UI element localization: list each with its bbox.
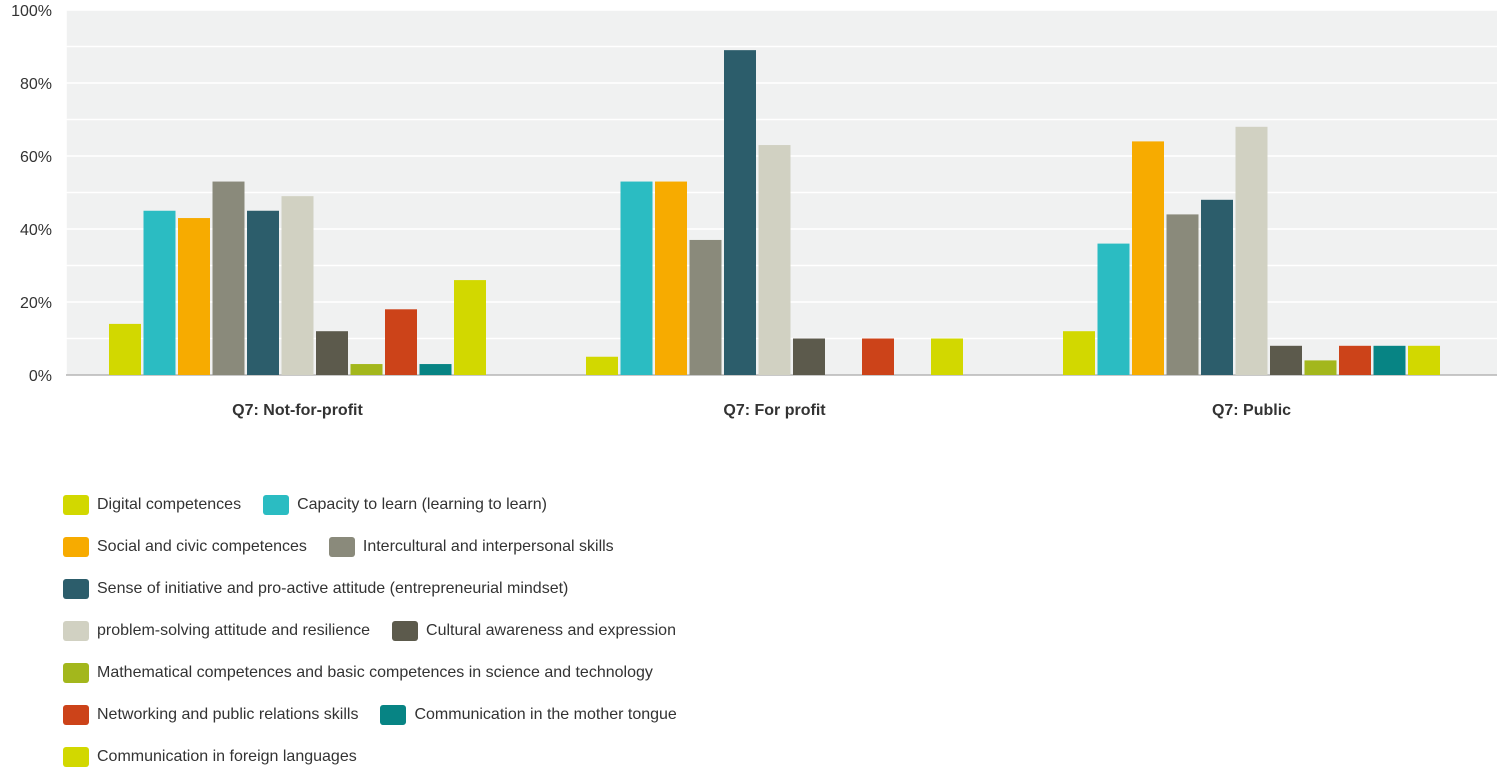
legend-swatch [63,537,89,557]
legend-item: Intercultural and interpersonal skills [328,537,614,557]
legend-label: Mathematical competences and basic compe… [97,664,653,681]
legend-item: Communication in the mother tongue [380,705,677,725]
legend-item: problem-solving attitude and resilience [63,621,370,641]
legend-row: Networking and public relations skills Co… [63,694,699,736]
legend-item: Capacity to learn (learning to learn) [263,495,547,515]
legend-swatch [328,537,355,557]
legend-row: problem-solving attitude and resilience C… [63,610,699,652]
legend-label: Digital competences [97,496,242,513]
bar [281,196,314,375]
legend-label: Sense of initiative and pro-active attit… [97,580,569,597]
y-tick-label: 20% [20,295,52,312]
bar [1097,243,1130,375]
legend-label: problem-solving attitude and resilience [97,622,371,639]
y-tick-label: 40% [20,222,52,239]
bar [724,50,756,376]
bar [1373,345,1406,375]
bar [316,331,348,375]
bar [1270,345,1302,375]
legend-item: Mathematical competences and basic compe… [63,663,653,683]
bar [758,145,791,375]
legend-label: Intercultural and interpersonal skills [362,538,614,555]
bar [385,309,417,375]
bar [1063,331,1095,375]
y-tick-label: 100% [11,3,52,20]
legend-label: Social and civic competences [97,538,307,555]
bar [109,323,141,375]
y-tick-label: 60% [20,149,52,166]
legend-swatch [63,705,89,725]
bar [1408,345,1440,375]
legend-swatch [380,705,407,725]
bar [454,280,486,375]
legend-item: Networking and public relations skills [63,705,358,725]
bar [143,210,176,375]
legend-row: Digital competences Capacity to learn (le… [63,484,699,526]
legend-swatch [63,495,89,515]
y-tick-label: 0% [29,368,52,385]
legend-label: Cultural awareness and expression [426,622,676,639]
bar [620,181,653,375]
chart-container: 0% 20% 40% 60% 80% 100% Q7: Not-for-profit Q7: … [11,3,1497,767]
bar [586,356,618,375]
legend-item: Communication in foreign languages [63,747,357,767]
bar [1339,345,1371,375]
category-label: Q7: Not-for-profit [232,402,363,419]
legend-row: Sense of initiative and pro-active attit… [63,568,699,610]
bar [1166,214,1199,375]
bar [931,338,963,375]
legend-swatch [63,747,89,767]
bar [1304,360,1337,375]
legend-row: Mathematical competences and basic compe… [63,652,699,694]
legend-swatch [63,621,89,641]
legend-label: Communication in the mother tongue [414,706,677,723]
category-label: Q7: Public [1212,402,1291,419]
bar [350,364,383,375]
y-tick-label: 80% [20,76,52,93]
legend-swatch [63,663,89,683]
bar [862,338,894,375]
bar [689,239,722,375]
legend-item: Sense of initiative and pro-active attit… [63,579,568,599]
category-label: Q7: For profit [723,402,826,419]
legend: Digital competences Capacity to learn (le… [63,484,699,778]
legend-label: Capacity to learn (learning to learn) [297,496,547,513]
legend-item: Digital competences [63,495,241,515]
bar [1235,126,1268,375]
legend-swatch [263,495,290,515]
bar [1201,199,1233,375]
legend-label: Communication in foreign languages [97,748,357,765]
bar [178,218,210,375]
legend-row: Social and civic competences Intercultura… [63,526,699,568]
legend-label: Networking and public relations skills [97,706,359,723]
legend-item: Cultural awareness and expression [392,621,676,641]
bar [212,181,245,375]
legend-row: Communication in foreign languages [63,736,699,778]
bar [655,181,687,375]
bar [1132,141,1164,375]
bar [793,338,825,375]
legend-item: Social and civic competences [63,537,307,557]
bar [247,210,279,375]
legend-swatch [63,579,89,599]
bar-chart: 0% 20% 40% 60% 80% 100% Q7: Not-for-profit Q7: … [11,3,1497,419]
legend-swatch [392,621,419,641]
bar [419,364,452,375]
